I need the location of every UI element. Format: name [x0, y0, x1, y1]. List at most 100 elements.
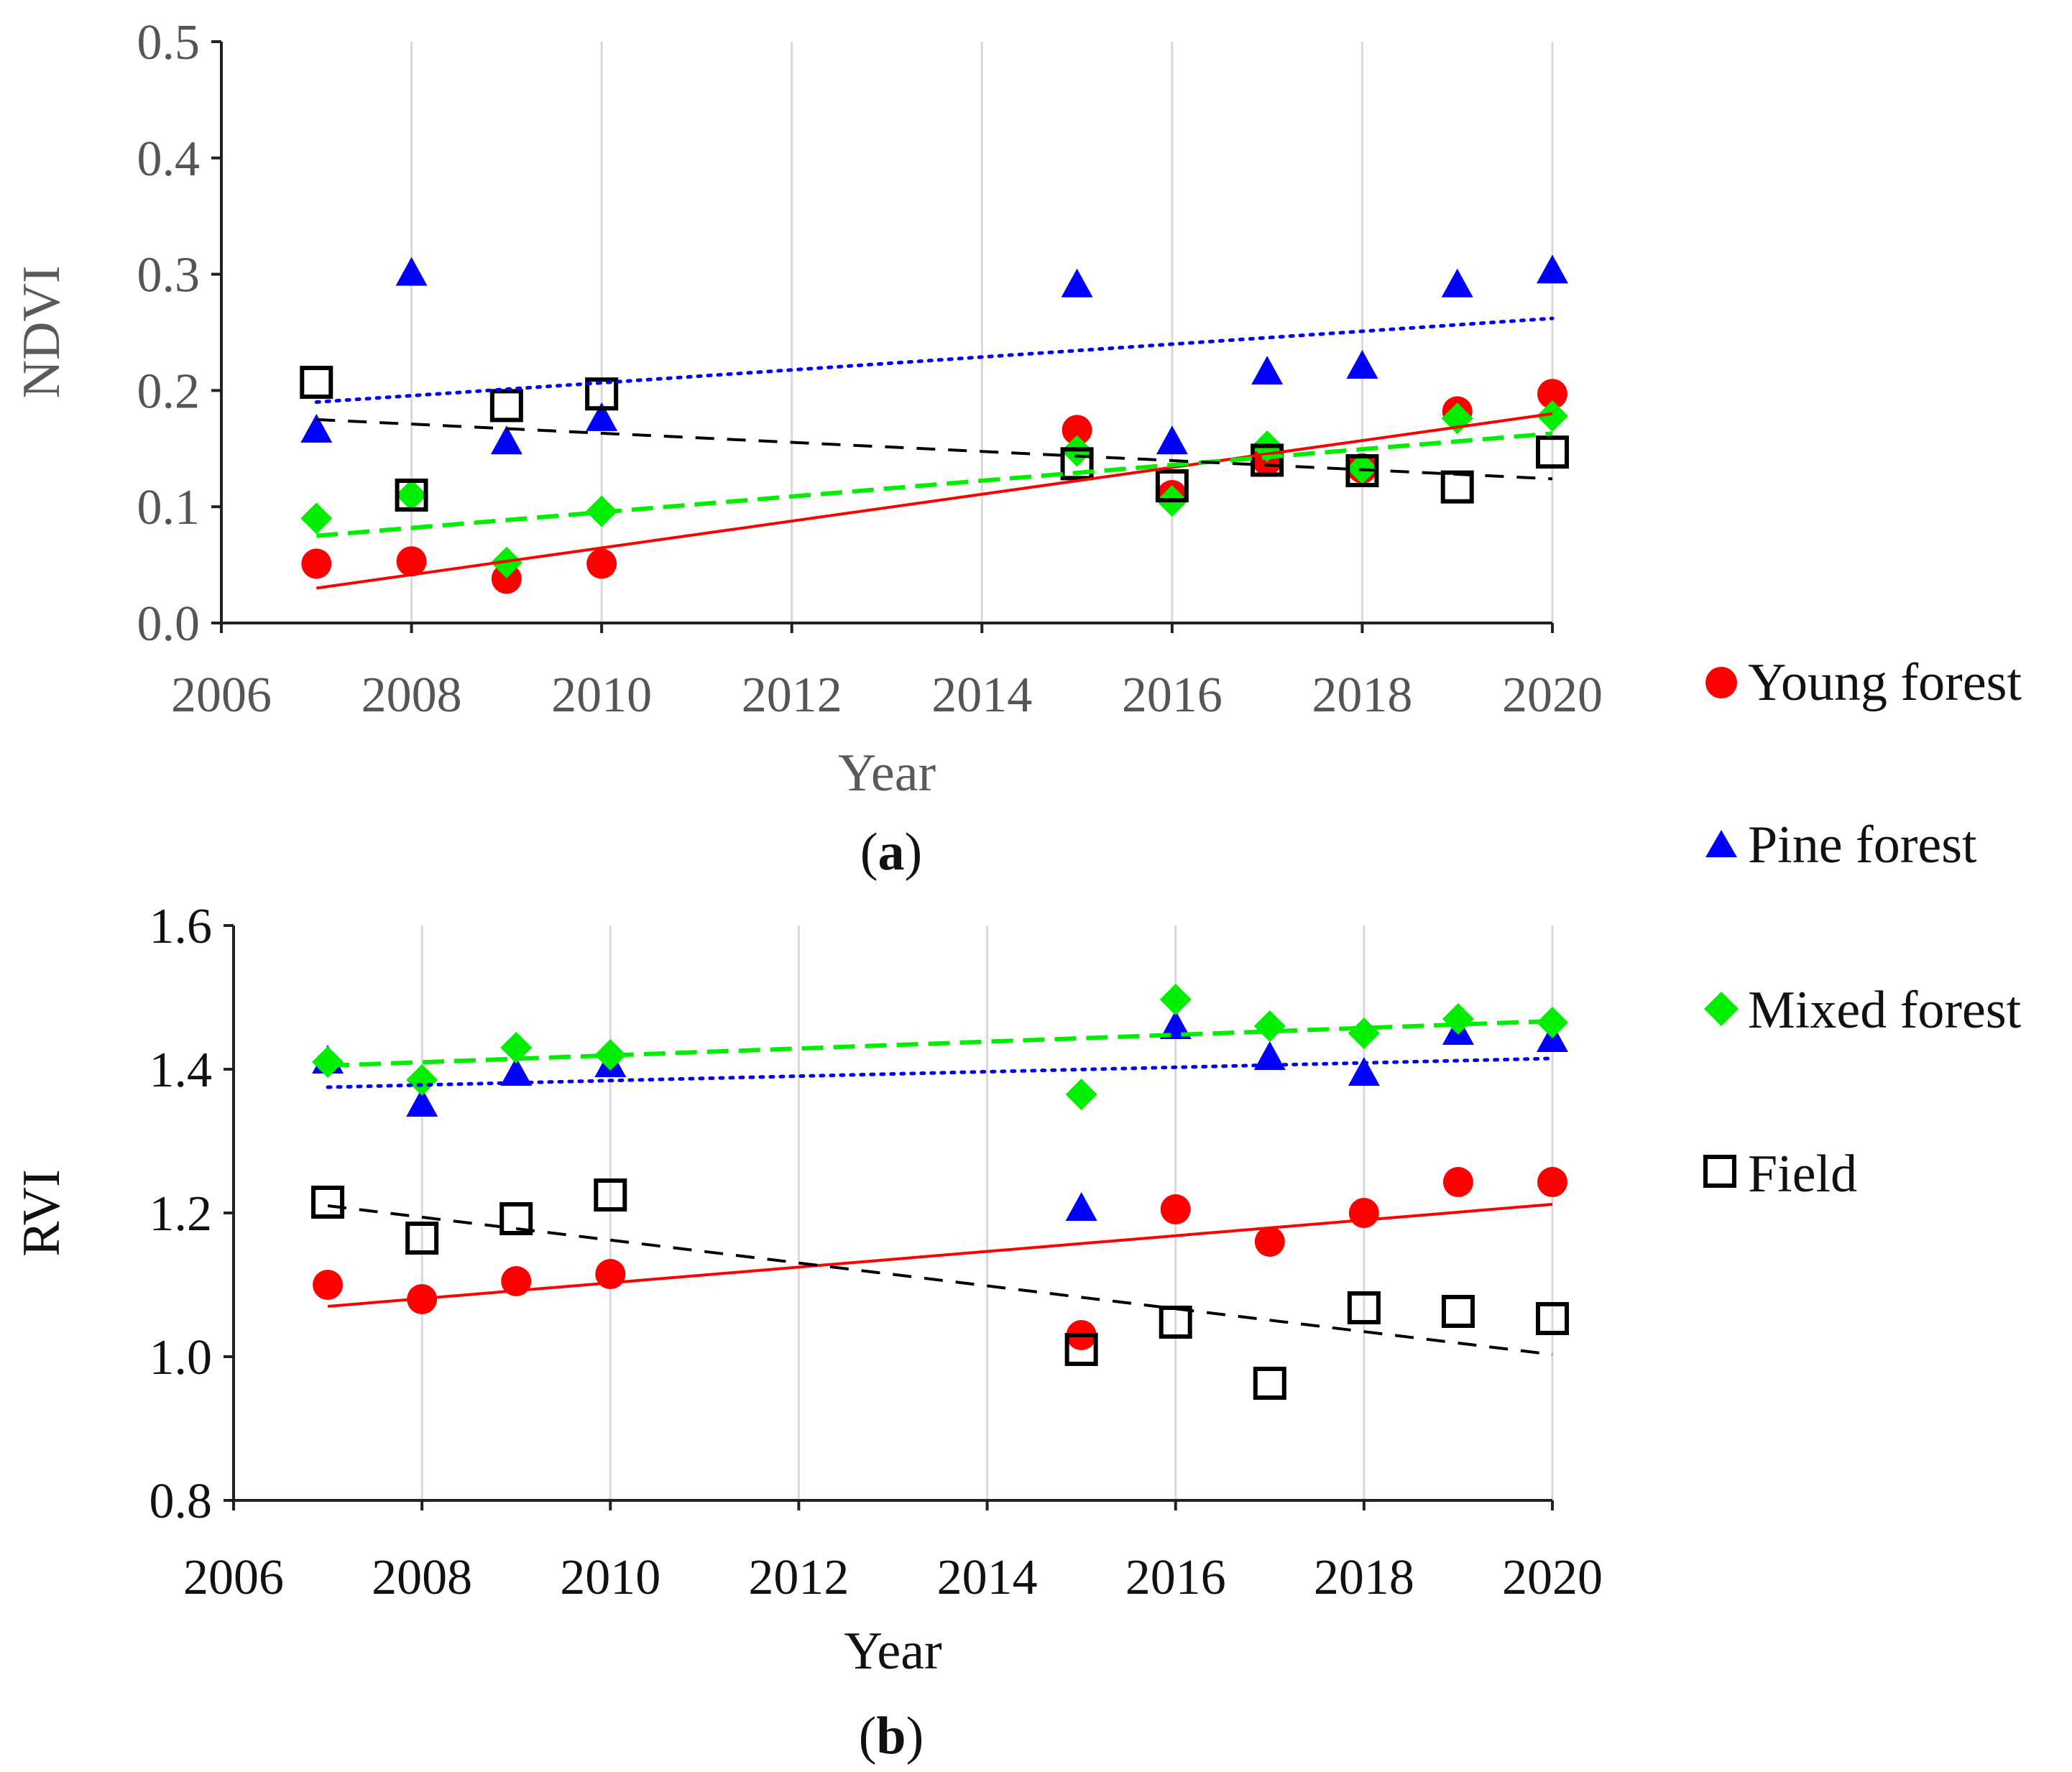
point-mixed-forest	[395, 479, 428, 512]
y-tick-label: 1.2	[149, 1186, 213, 1242]
x-tick-label: 2010	[551, 668, 652, 723]
point-field	[489, 389, 523, 423]
point-mixed-forest	[1537, 400, 1568, 432]
point-field	[1060, 447, 1094, 481]
point-mixed-forest	[1442, 1003, 1474, 1035]
legend-item-field: Field	[1703, 1145, 1857, 1204]
chart-panel-a: 2006 2008 2010 2012 2014 2016 2018 2020 0.0 0.1 0.…	[12, 15, 1603, 803]
trendline-young-forest	[327, 1203, 1553, 1308]
point-field	[1441, 1295, 1475, 1328]
point-mixed-forest	[312, 1046, 344, 1078]
x-tick-label: 2020	[1502, 1550, 1603, 1605]
x-tick-label: 2018	[1314, 1550, 1414, 1605]
x-tick-label: 2012	[748, 1550, 849, 1605]
point-young-forest	[1160, 1194, 1191, 1224]
point-field	[1536, 1302, 1569, 1335]
point-young-forest	[1537, 379, 1567, 410]
x-axis-title: Year	[844, 1622, 941, 1681]
legend-circle-icon	[1705, 667, 1737, 698]
x-tick-label: 2012	[742, 668, 842, 723]
point-mixed-forest	[1441, 402, 1473, 435]
point-field	[300, 366, 333, 400]
panel-label-b-letter: b	[876, 1707, 906, 1766]
legend-item-young-forest: Young forest	[1705, 653, 2022, 712]
panel-label-b: (b)	[859, 1707, 924, 1766]
point-field	[1347, 1291, 1381, 1324]
point-pine-forest	[1156, 425, 1188, 455]
legend-triangle-icon	[1705, 830, 1737, 857]
point-pine-forest	[406, 1088, 438, 1117]
point-mixed-forest	[406, 1064, 438, 1096]
point-pine-forest	[586, 402, 618, 431]
x-tick-label: 2016	[1125, 1550, 1226, 1605]
trendline-young-forest	[316, 412, 1553, 590]
point-pine-forest	[300, 414, 333, 443]
legend-item-mixed-forest: Mixed forest	[1704, 981, 2022, 1040]
legend-square-icon	[1703, 1155, 1736, 1188]
x-tick-label: 2020	[1502, 668, 1603, 723]
trendline-field	[316, 417, 1553, 481]
point-young-forest	[396, 546, 427, 577]
point-mixed-forest	[300, 502, 333, 535]
point-pine-forest	[1159, 1010, 1192, 1039]
point-field	[585, 377, 619, 411]
point-mixed-forest	[1159, 984, 1192, 1015]
y-tick-label: 0.4	[137, 131, 201, 187]
y-tick-label: 1.4	[149, 1043, 213, 1098]
point-pine-forest	[500, 1057, 533, 1086]
legend-label: Young forest	[1748, 653, 2022, 712]
x-axis-title: Year	[838, 744, 936, 803]
y-axis-title: NDVI	[12, 266, 71, 399]
x-tick-label: 2006	[171, 668, 272, 723]
point-pine-forest	[1441, 268, 1473, 297]
point-pine-forest	[1348, 1057, 1380, 1086]
point-field	[594, 1178, 627, 1212]
point-mixed-forest	[1253, 1010, 1286, 1042]
point-mixed-forest	[1537, 1007, 1568, 1038]
point-pine-forest	[1253, 1041, 1286, 1070]
point-young-forest	[1348, 1198, 1379, 1228]
point-young-forest	[1062, 415, 1092, 446]
point-field	[1253, 1367, 1286, 1400]
point-field	[311, 1186, 345, 1219]
point-mixed-forest	[594, 1039, 627, 1071]
x-tick-label: 2018	[1312, 668, 1412, 723]
x-tick-label: 2014	[931, 668, 1032, 723]
point-young-forest	[491, 563, 522, 594]
point-pine-forest	[1065, 1192, 1097, 1221]
trendline-pine-forest	[326, 1056, 1555, 1089]
point-pine-forest	[395, 257, 428, 286]
y-tick-label: 0.0	[137, 596, 201, 652]
x-tick-label: 2008	[372, 1550, 472, 1605]
point-pine-forest	[1061, 268, 1093, 297]
point-mixed-forest	[1348, 1017, 1380, 1049]
point-young-forest	[1254, 1227, 1285, 1257]
y-tick-label: 0.3	[137, 248, 201, 303]
trendline-mixed-forest	[316, 431, 1553, 538]
panel-label-a: (a)	[860, 823, 922, 882]
x-tick-label: 2008	[362, 668, 462, 723]
y-axis-title: RVI	[12, 1169, 71, 1257]
y-tick-label: 1.0	[149, 1330, 213, 1385]
panel-label-a-letter: a	[878, 823, 905, 882]
point-field	[1536, 435, 1569, 469]
point-young-forest	[313, 1270, 344, 1300]
x-tick-label: 2006	[183, 1550, 284, 1605]
point-young-forest	[301, 548, 332, 579]
trendline-field	[327, 1204, 1553, 1356]
point-mixed-forest	[500, 1032, 533, 1063]
y-tick-label: 0.2	[137, 364, 201, 419]
legend-label: Field	[1748, 1145, 1857, 1204]
point-pine-forest	[1346, 350, 1378, 379]
x-tick-label: 2016	[1122, 668, 1223, 723]
legend-label: Pine forest	[1748, 816, 1977, 875]
y-tick-label: 1.6	[149, 899, 213, 954]
point-young-forest	[1442, 1167, 1473, 1197]
point-young-forest	[1537, 1167, 1567, 1197]
point-field	[405, 1222, 439, 1255]
point-field	[499, 1202, 533, 1235]
point-field	[1251, 443, 1284, 477]
point-field	[1155, 469, 1189, 503]
point-pine-forest	[490, 425, 522, 455]
